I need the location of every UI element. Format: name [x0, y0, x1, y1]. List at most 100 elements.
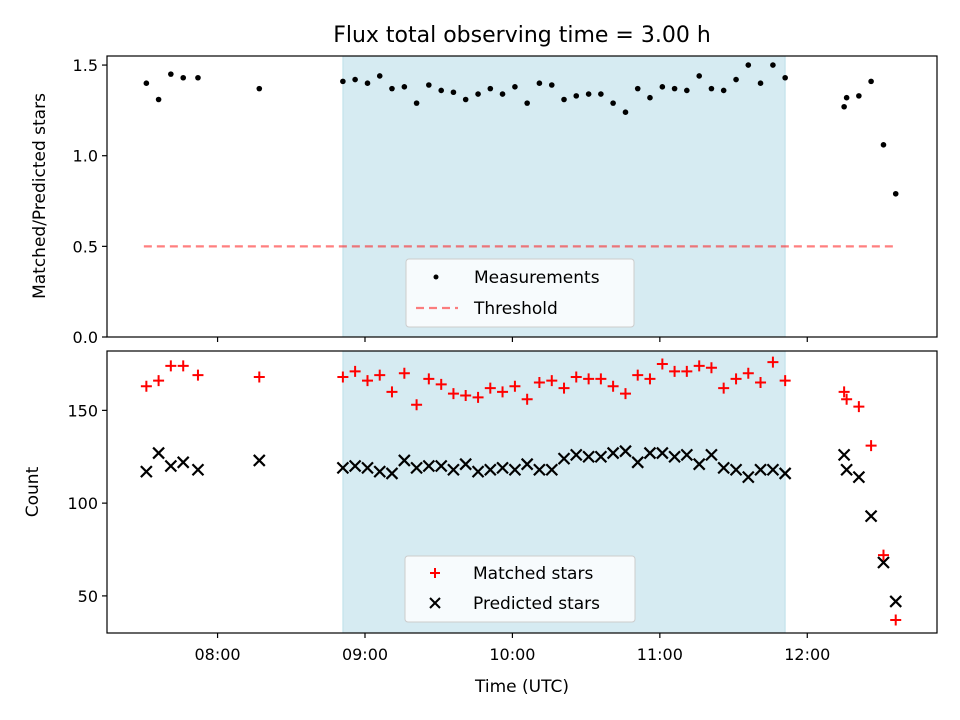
predicted-star-point	[508, 463, 522, 477]
matched-star-point	[681, 365, 693, 377]
measurement-point	[155, 96, 162, 103]
predicted-star-point	[840, 463, 853, 477]
matched-star-point	[558, 382, 570, 394]
matched-star-point	[192, 369, 204, 381]
measurement-point	[487, 85, 494, 92]
measurement-point	[733, 76, 739, 83]
legend-label-measurements: Measurements	[474, 268, 600, 288]
predicted-star-point	[348, 459, 362, 473]
matched-star-point	[669, 365, 681, 377]
y-tick-label: 100	[67, 494, 98, 513]
matched-star-point	[337, 371, 349, 383]
measurement-point	[352, 76, 358, 83]
measurement-point	[745, 62, 752, 68]
matched-star-point	[730, 373, 742, 385]
matched-star-point	[607, 380, 619, 392]
predicted-star-point	[569, 448, 583, 462]
predicted-star-point	[864, 509, 878, 523]
measurement-point	[585, 91, 592, 97]
predicted-star-point	[717, 461, 730, 475]
matched-star-point	[767, 356, 779, 368]
predicted-star-point	[594, 450, 608, 464]
measurement-point	[462, 96, 469, 103]
measurement-point	[647, 94, 653, 101]
measurement-point	[426, 82, 432, 88]
chart-title: Flux total observing time = 3.00 h	[333, 23, 711, 48]
measurement-point	[548, 82, 555, 88]
measurement-point	[364, 80, 371, 86]
predicted-star-point	[778, 467, 792, 480]
y-tick-label: 1.5	[73, 56, 98, 75]
matched-star-point	[841, 393, 853, 405]
measurement-point	[450, 89, 457, 96]
matched-star-point	[423, 373, 435, 385]
legend-marker-measurements	[433, 274, 439, 280]
matched-star-point	[349, 365, 361, 377]
predicted-star-point	[852, 470, 866, 484]
matched-star-point	[755, 377, 767, 389]
axes-frame	[106, 350, 938, 634]
matched-star-point	[865, 440, 877, 452]
predicted-star-point	[484, 463, 497, 477]
matched-star-point	[779, 375, 791, 387]
predicted-star-point	[496, 461, 509, 475]
predicted-star-point	[631, 456, 645, 469]
matched-star-point	[838, 386, 850, 398]
matched-star-point	[509, 380, 521, 392]
predicted-star-point	[889, 595, 902, 608]
measurement-point	[634, 85, 641, 92]
matched-star-point	[140, 380, 152, 392]
legend-marker-predicted	[429, 597, 441, 609]
measurement-point	[143, 80, 150, 86]
predicted-star-point	[447, 463, 460, 477]
y-tick-label: 0.0	[73, 328, 98, 347]
matched-star-point	[533, 377, 545, 389]
predicted-star-point	[729, 463, 743, 477]
predicted-star-point	[459, 457, 472, 471]
predicted-star-point	[643, 446, 657, 460]
predicted-star-point	[582, 450, 595, 464]
matched-star-point	[570, 371, 582, 383]
matched-star-point	[644, 373, 656, 385]
measurement-point	[598, 91, 604, 97]
y-tick-label: 150	[67, 401, 98, 420]
x-axis-label: Time (UTC)	[474, 677, 569, 697]
measurement-point	[782, 74, 788, 81]
predicted-star-point	[471, 465, 485, 478]
measurement-point	[401, 84, 408, 90]
matched-star-point	[742, 367, 754, 379]
x-tick-label: 09:00	[342, 645, 388, 664]
measurement-point	[340, 78, 346, 85]
measurement-point	[438, 87, 445, 94]
matched-star-point	[632, 369, 644, 381]
measurement-point	[757, 80, 764, 86]
matched-star-point	[693, 360, 705, 372]
measurement-point	[376, 73, 383, 79]
measurement-point	[180, 74, 187, 81]
y-tick-label: 0.5	[73, 237, 98, 256]
matched-star-point	[705, 362, 717, 374]
predicted-star-point	[877, 556, 890, 569]
matched-star-point	[484, 382, 496, 394]
measurement-point	[892, 190, 899, 197]
matched-star-point	[460, 390, 472, 402]
matched-star-point	[447, 388, 459, 400]
measurement-point	[856, 93, 862, 99]
measurement-point	[524, 100, 530, 106]
measurement-point	[708, 85, 715, 92]
matched-star-point	[435, 378, 447, 390]
matched-star-point	[497, 386, 509, 398]
matched-star-point	[153, 375, 165, 387]
x-tick-label: 11:00	[637, 645, 683, 664]
matched-star-point	[253, 371, 265, 383]
predicted-star-point	[520, 457, 534, 471]
predicted-star-point	[152, 446, 165, 460]
legend-counts: Matched stars Predicted stars	[404, 555, 636, 623]
measurement-point	[512, 84, 518, 90]
matched-star-point	[656, 358, 668, 370]
y-tick-label: 1.0	[73, 147, 98, 166]
predicted-star-point	[191, 463, 205, 477]
legend-marker-matched	[430, 568, 440, 578]
legend-ratio: Measurements Threshold	[405, 258, 635, 328]
